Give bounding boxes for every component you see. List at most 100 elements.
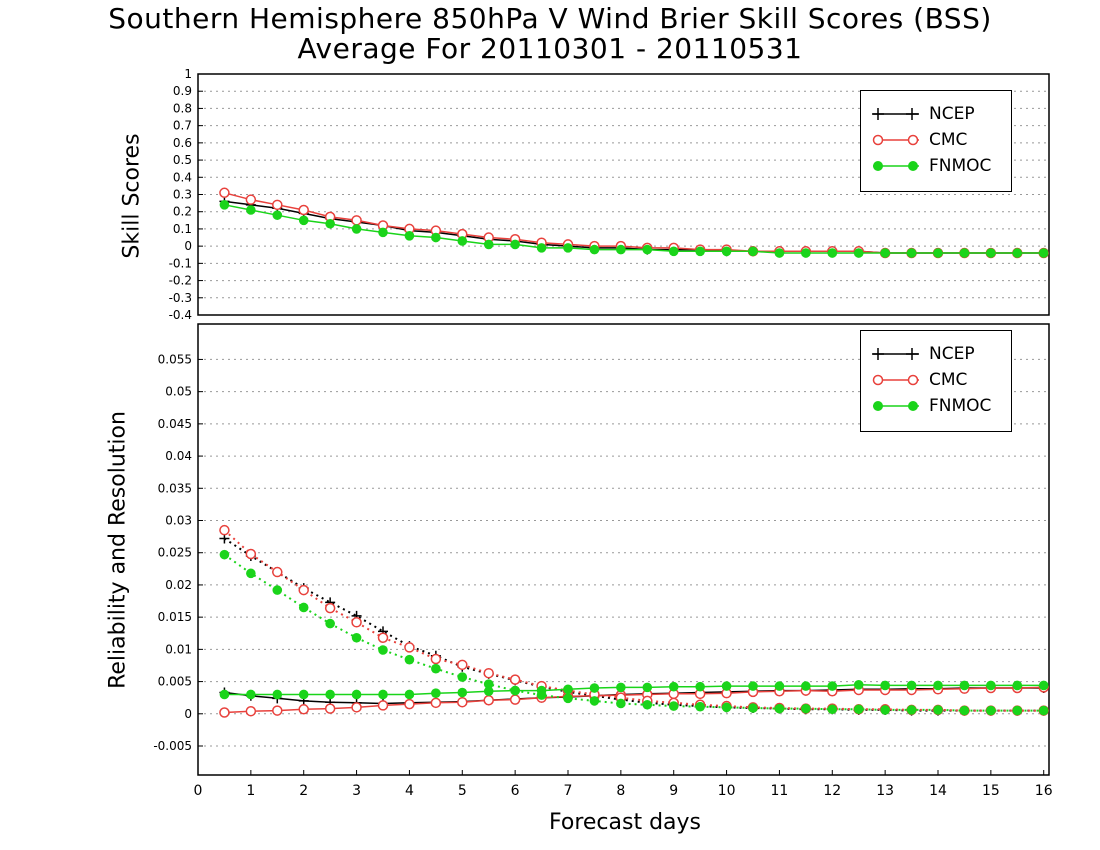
top-data-point-cmc	[298, 204, 309, 216]
bottom-data-point-fnmoc	[483, 686, 494, 697]
bottom-data-point-fnmoc	[853, 704, 864, 715]
top-data-point-fnmoc	[933, 248, 943, 258]
bottom-data-point-fnmoc	[1038, 680, 1049, 691]
legend-label-ncep: NCEP	[929, 344, 975, 364]
top-y-tick-label: 0.9	[173, 84, 192, 98]
top-y-tick-label: -0.3	[169, 291, 192, 305]
top-data-point-cmc	[272, 199, 283, 211]
bottom-data-point-fnmoc	[721, 681, 732, 691]
legend-item-ncep: NCEP	[871, 344, 1011, 364]
top-data-point-fnmoc	[827, 248, 838, 258]
bottom-data-point-cmc	[509, 694, 521, 705]
x-tick-label: 11	[771, 783, 789, 799]
bottom-y-tick-label: 0.015	[158, 610, 192, 624]
bottom-series-line-cmc-resolution	[223, 529, 1044, 712]
bottom-y-tick-label: 0	[184, 707, 192, 721]
bottom-data-point-fnmoc	[642, 682, 653, 693]
top-y-tick-label: 0.7	[173, 119, 192, 133]
top-data-point-fnmoc	[563, 243, 573, 253]
top-data-point-fnmoc	[774, 248, 785, 258]
bottom-data-point-fnmoc	[219, 689, 230, 700]
fnmoc-marker-icon	[873, 161, 919, 171]
cmc-marker-icon	[872, 134, 919, 146]
top-data-point-fnmoc	[298, 215, 309, 226]
x-tick-label: 4	[405, 783, 414, 799]
bottom-data-point-cmc	[404, 698, 415, 710]
top-data-point-fnmoc	[536, 243, 547, 253]
bottom-data-point-fnmoc	[325, 689, 335, 700]
bottom-data-point-fnmoc	[880, 705, 890, 715]
top-data-point-fnmoc	[1038, 248, 1049, 258]
top-y-tick-label: 0.5	[173, 153, 192, 167]
bottom-data-point-fnmoc	[933, 705, 943, 715]
bottom-data-point-fnmoc	[510, 685, 520, 696]
bottom-data-point-cmc	[272, 705, 283, 716]
top-data-point-fnmoc	[483, 239, 494, 250]
top-plot-frame	[197, 73, 1050, 316]
bottom-data-point-cmc	[457, 659, 468, 671]
bottom-data-point-cmc	[430, 697, 442, 709]
bottom-data-point-fnmoc	[1012, 705, 1023, 716]
top-data-point-fnmoc	[272, 210, 283, 220]
bottom-data-point-cmc	[324, 602, 336, 614]
top-y-tick-label: 0.6	[173, 136, 192, 150]
top-y-tick-label: 0.2	[173, 205, 192, 219]
x-tick-label: 3	[352, 783, 361, 799]
bottom-data-point-cmc	[351, 702, 362, 713]
bottom-data-point-fnmoc	[801, 681, 811, 691]
bottom-data-point-fnmoc	[933, 680, 943, 691]
bottom-data-point-fnmoc	[431, 688, 441, 698]
chart-title: Southern Hemisphere 850hPa V Wind Brier …	[108, 2, 992, 35]
x-tick-label: 8	[616, 783, 625, 799]
top-data-point-fnmoc	[801, 248, 811, 258]
bottom-data-point-fnmoc	[827, 704, 838, 715]
top-data-point-fnmoc	[695, 246, 705, 257]
bottom-data-point-cmc	[272, 566, 283, 578]
x-tick-label: 16	[1035, 783, 1053, 799]
bottom-panel-legend: NCEP CMC FNMOC	[860, 330, 1012, 432]
bottom-data-point-fnmoc	[1038, 705, 1049, 716]
bottom-data-point-cmc	[483, 667, 494, 679]
bottom-data-point-fnmoc	[616, 698, 626, 709]
legend-item-fnmoc: FNMOC	[871, 156, 1011, 176]
bottom-data-point-fnmoc	[536, 690, 547, 700]
bottom-y-tick-label: -0.005	[153, 739, 192, 753]
chart-subtitle: Average For 20110301 - 20110531	[297, 32, 803, 65]
bottom-data-point-fnmoc	[748, 681, 758, 691]
bottom-data-point-fnmoc	[695, 701, 705, 712]
ncep-marker-icon	[872, 348, 919, 360]
bottom-data-point-fnmoc	[642, 699, 653, 710]
bottom-data-point-fnmoc	[325, 618, 335, 629]
bottom-data-point-fnmoc	[827, 681, 838, 691]
bottom-data-point-fnmoc	[404, 689, 415, 700]
x-tick-label: 6	[511, 783, 520, 799]
top-data-point-fnmoc	[880, 248, 890, 258]
bottom-y-tick-label: 0.025	[158, 546, 192, 560]
bottom-data-point-fnmoc	[246, 689, 256, 700]
x-tick-label: 5	[458, 783, 467, 799]
top-y-tick-label: 0.8	[173, 101, 192, 115]
bottom-y-tick-label: 0.03	[165, 514, 192, 528]
bottom-data-point-fnmoc	[1012, 680, 1023, 691]
bottom-data-point-cmc	[298, 704, 309, 715]
top-data-point-fnmoc	[431, 232, 441, 243]
top-panel-y-axis-label: Skill Scores	[119, 133, 145, 259]
top-data-point-cmc	[219, 187, 230, 199]
top-y-tick-label: -0.1	[169, 256, 192, 270]
legend-item-cmc: CMC	[871, 130, 1011, 150]
bottom-data-point-fnmoc	[616, 682, 626, 693]
bottom-data-point-fnmoc	[563, 693, 573, 704]
top-series-line-fnmoc	[224, 204, 1044, 254]
bottom-data-point-fnmoc	[906, 705, 917, 715]
bottom-data-point-fnmoc	[801, 703, 811, 714]
top-data-point-fnmoc	[378, 227, 388, 238]
fnmoc-marker-icon	[873, 401, 919, 411]
top-panel-legend: NCEP CMC FNMOC	[860, 90, 1012, 192]
bottom-data-point-cmc	[377, 632, 389, 644]
bottom-y-tick-label: 0.035	[158, 481, 192, 495]
ncep-marker-icon	[872, 108, 919, 120]
top-data-point-fnmoc	[219, 200, 230, 210]
top-data-point-fnmoc	[668, 246, 679, 257]
bottom-data-point-cmc	[245, 705, 257, 717]
bottom-data-point-fnmoc	[668, 681, 679, 692]
